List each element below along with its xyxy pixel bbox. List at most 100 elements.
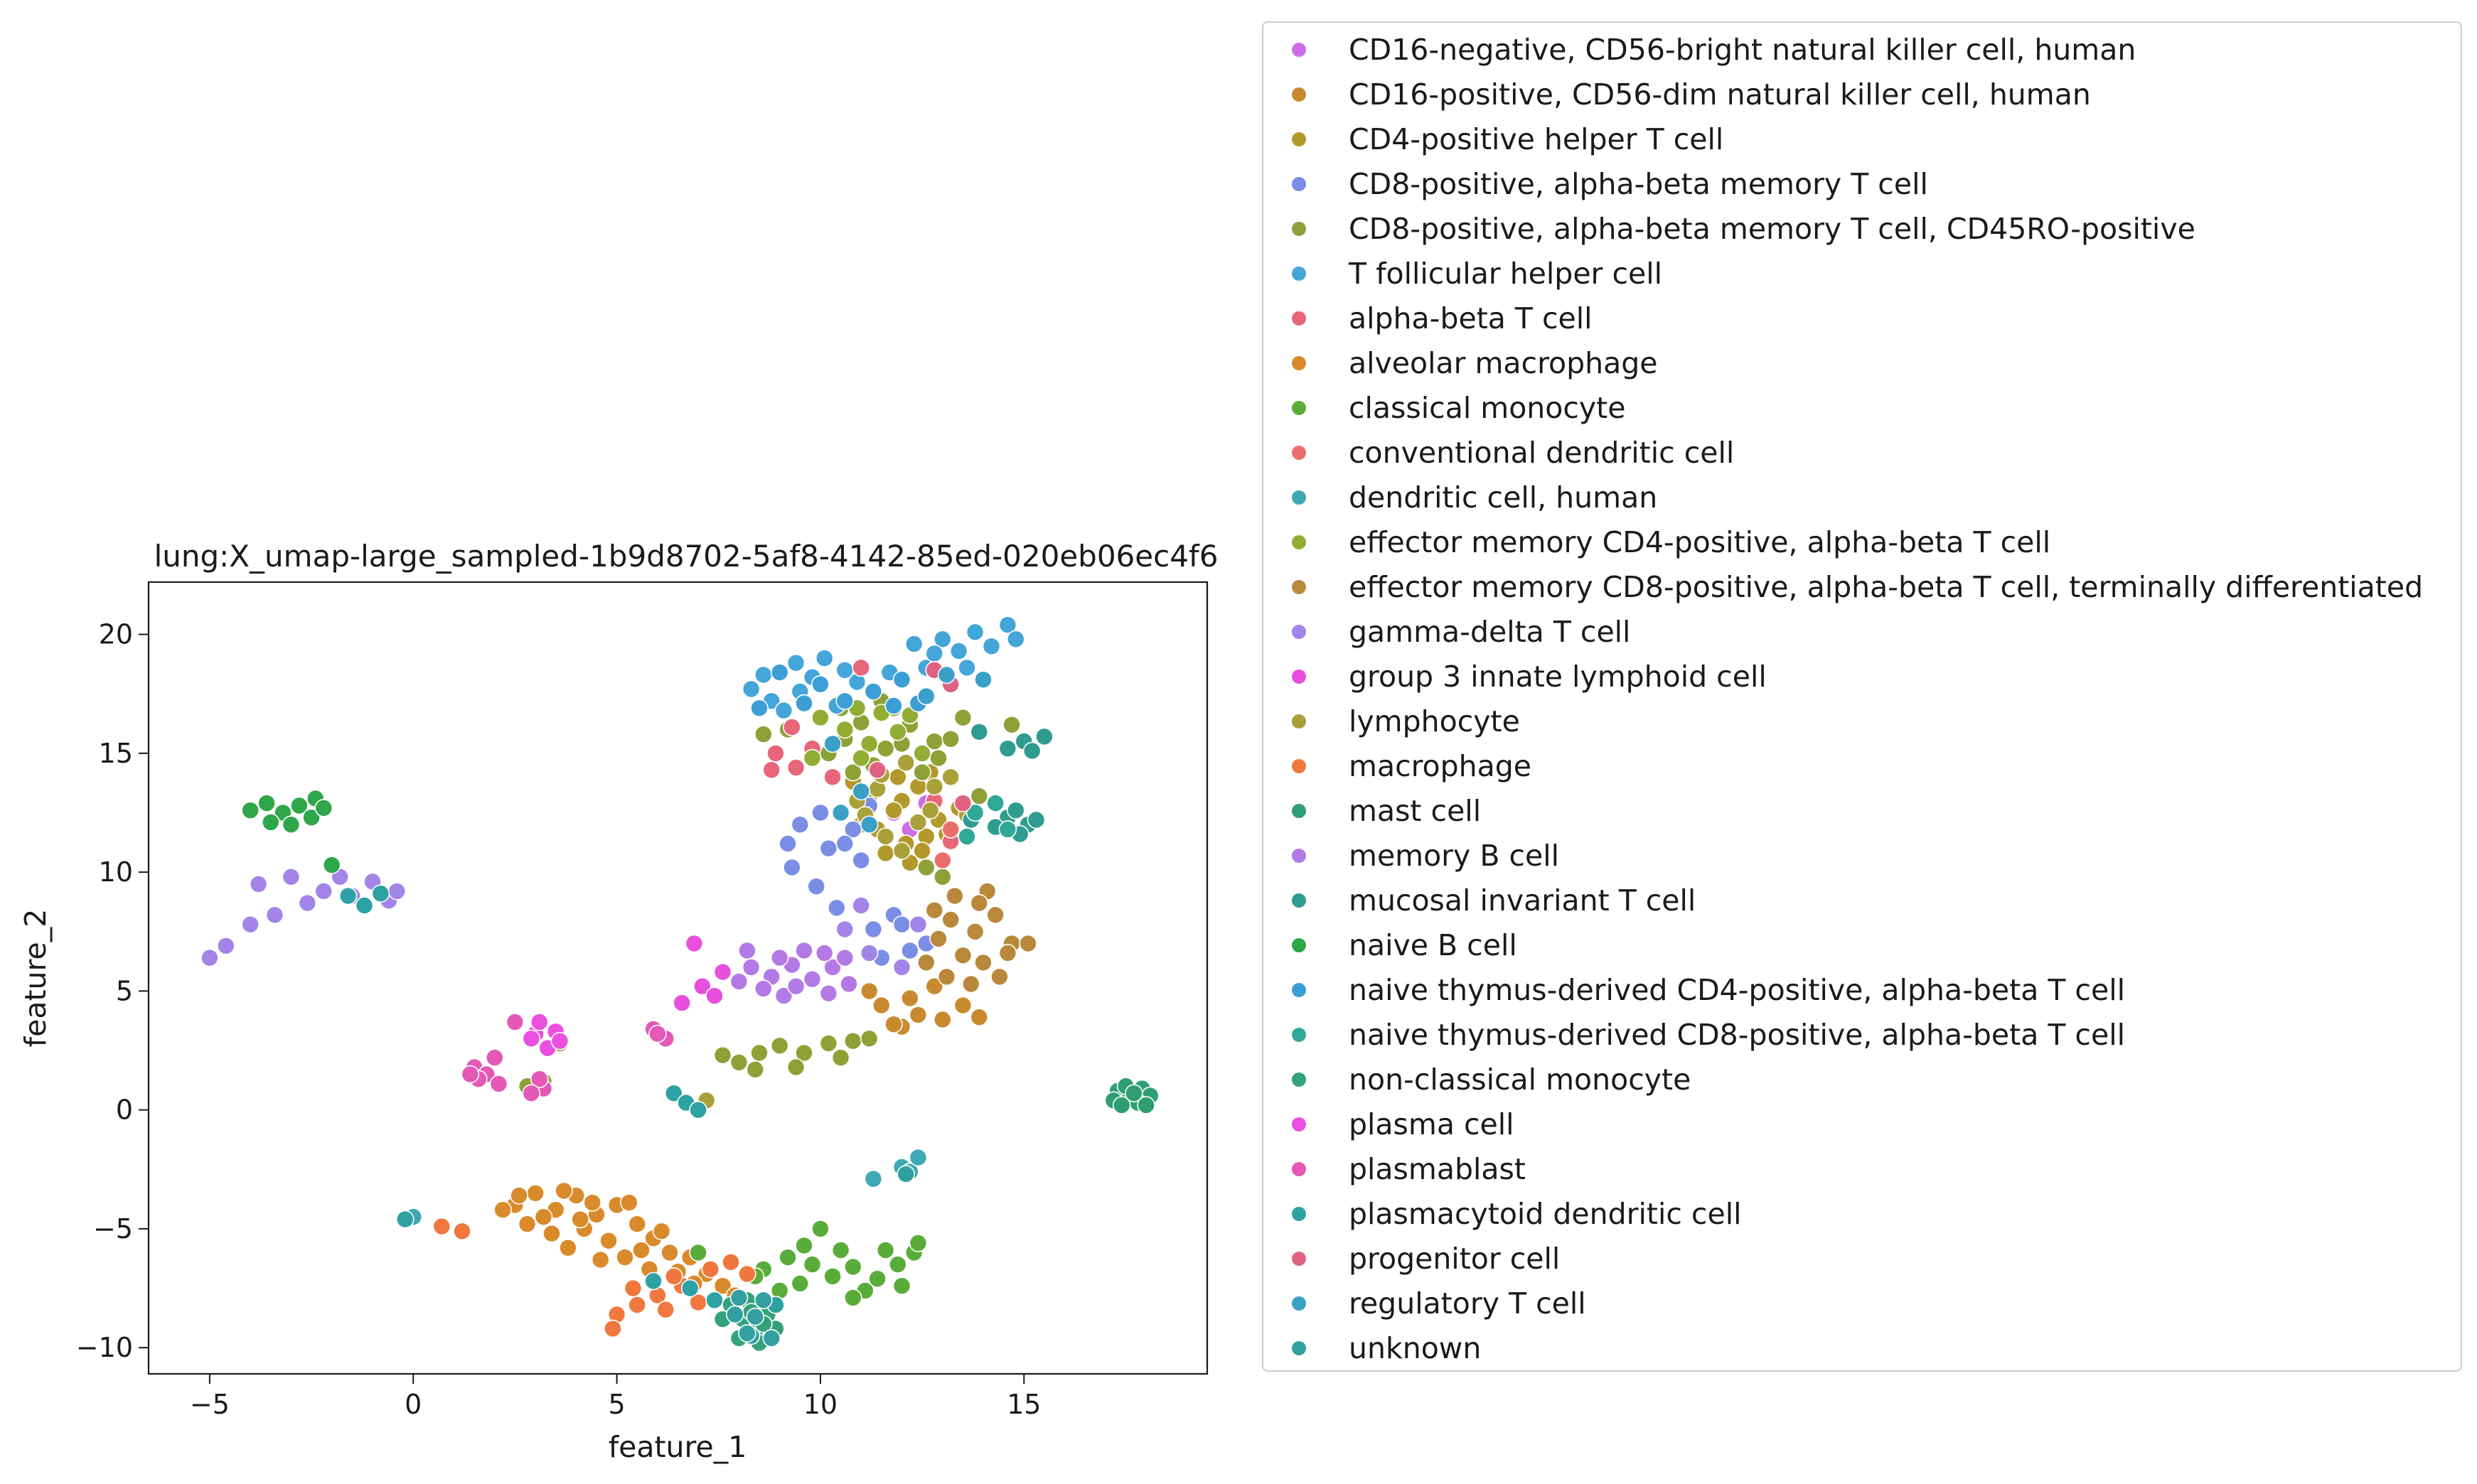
data-point xyxy=(828,898,846,918)
legend-label: progenitor cell xyxy=(1349,1242,1561,1276)
data-point xyxy=(917,687,936,706)
data-point xyxy=(823,734,842,753)
data-point xyxy=(913,744,931,763)
x-tick-label: 0 xyxy=(405,1389,422,1420)
legend-item: classical monocyte xyxy=(1292,390,1625,426)
series-18 xyxy=(729,941,858,1005)
x-axis-label: feature_1 xyxy=(609,1430,747,1464)
legend-marker xyxy=(1292,132,1306,146)
data-point xyxy=(652,1222,671,1241)
data-point xyxy=(803,748,822,768)
data-point xyxy=(216,937,235,955)
legend-item: CD4-positive helper T cell xyxy=(1292,122,1723,157)
data-point xyxy=(819,984,838,1003)
data-point xyxy=(962,974,980,994)
legend-marker xyxy=(1292,580,1306,594)
data-point xyxy=(803,1255,822,1274)
data-point xyxy=(770,948,789,967)
data-point xyxy=(530,1013,549,1031)
data-point xyxy=(257,794,276,812)
legend-label: T follicular helper cell xyxy=(1349,257,1662,291)
data-point xyxy=(526,1184,545,1203)
data-point xyxy=(852,896,870,915)
legend: CD16-negative, CD56-bright natural kille… xyxy=(1262,21,2462,1372)
data-point xyxy=(432,1217,451,1236)
legend-label: naive thymus-derived CD8-positive, alpha… xyxy=(1349,1018,2125,1052)
legend-item: conventional dendritic cell xyxy=(1292,435,1734,471)
legend-item: plasmablast xyxy=(1292,1151,1526,1187)
data-point xyxy=(933,851,952,870)
legend-label: classical monocyte xyxy=(1349,391,1626,425)
data-point xyxy=(783,858,801,877)
data-point xyxy=(852,658,870,677)
data-point xyxy=(844,1289,862,1307)
data-point xyxy=(616,1248,634,1267)
y-tick-label: −10 xyxy=(76,1332,133,1363)
data-point xyxy=(680,1279,700,1298)
data-point xyxy=(689,1243,707,1262)
data-point xyxy=(941,910,960,929)
data-point xyxy=(754,979,773,998)
data-point xyxy=(819,839,838,858)
data-point xyxy=(904,635,924,653)
plot-area xyxy=(147,581,1209,1375)
x-tick-label: 10 xyxy=(803,1389,838,1420)
data-point xyxy=(722,1253,740,1271)
x-axis: −5 0 5 10 15 xyxy=(190,1374,1041,1420)
legend-marker xyxy=(1292,670,1306,684)
data-point xyxy=(249,875,268,893)
data-point xyxy=(953,996,973,1015)
data-point xyxy=(868,760,887,780)
data-point xyxy=(282,815,301,834)
data-point xyxy=(1019,934,1037,953)
data-point xyxy=(889,723,907,741)
legend-label: alveolar macrophage xyxy=(1349,346,1658,380)
legend-item: progenitor cell xyxy=(1292,1241,1560,1276)
data-point xyxy=(811,803,830,822)
data-point xyxy=(986,905,1005,925)
data-point xyxy=(387,882,407,900)
data-point xyxy=(628,1215,647,1233)
data-point xyxy=(949,642,968,660)
legend-item: unknown xyxy=(1292,1330,1481,1366)
data-point xyxy=(835,920,855,939)
series-29 xyxy=(725,1165,915,1348)
legend-item: regulatory T cell xyxy=(1292,1286,1586,1321)
legend-marker xyxy=(1292,938,1306,952)
data-point xyxy=(241,915,260,934)
legend-label: plasmacytoid dendritic cell xyxy=(1349,1197,1742,1231)
data-point xyxy=(762,760,781,780)
data-point xyxy=(897,1165,915,1183)
data-point xyxy=(1112,1096,1131,1114)
legend-label: regulatory T cell xyxy=(1349,1286,1586,1321)
data-point xyxy=(958,658,976,677)
data-point xyxy=(831,1048,850,1067)
data-point xyxy=(783,718,801,736)
data-point xyxy=(937,665,956,684)
data-point xyxy=(868,1269,887,1288)
data-point xyxy=(746,1307,765,1326)
data-point xyxy=(840,974,858,994)
data-point xyxy=(909,1006,928,1024)
legend-label: naive B cell xyxy=(1349,928,1517,962)
data-point xyxy=(725,1305,744,1324)
data-point xyxy=(1007,801,1025,819)
legend-item: naive thymus-derived CD8-positive, alpha… xyxy=(1292,1017,2125,1053)
data-point xyxy=(314,799,333,817)
y-tick-label: 10 xyxy=(99,856,133,888)
y-tick-label: 15 xyxy=(99,738,133,769)
data-point xyxy=(965,803,985,822)
data-point xyxy=(713,962,732,982)
legend-item: macrophage xyxy=(1292,748,1531,784)
data-point xyxy=(302,808,321,827)
data-point xyxy=(701,1260,720,1279)
legend-marker xyxy=(1292,1028,1306,1042)
series-28 xyxy=(823,665,993,834)
data-point xyxy=(933,1010,952,1029)
data-point xyxy=(738,1324,756,1343)
legend-item: naive B cell xyxy=(1292,928,1517,963)
data-point xyxy=(786,758,806,777)
data-point xyxy=(807,877,825,896)
y-tick-label: 20 xyxy=(99,619,133,650)
legend-item: mucosal invariant T cell xyxy=(1292,883,1696,918)
